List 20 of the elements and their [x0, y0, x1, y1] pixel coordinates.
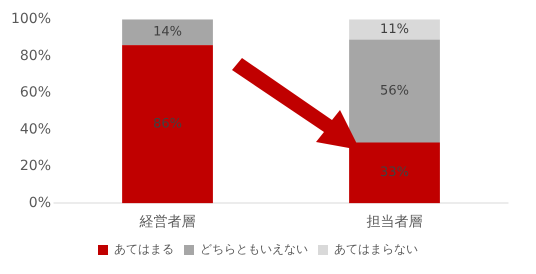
x-tick-label: 経営者層	[138, 214, 196, 230]
y-tick-label: 80%	[20, 48, 52, 64]
data-label: 33%	[380, 165, 409, 180]
legend-label: あてはまらない	[334, 242, 418, 256]
legend-label: あてはまる	[114, 242, 174, 256]
bar	[349, 142, 440, 204]
data-label: 86%	[153, 116, 182, 132]
x-tick-label: 担当者層	[366, 214, 423, 230]
y-tick-label: 20%	[20, 158, 52, 174]
y-tick-label: 60%	[20, 84, 52, 101]
y-tick-label: 40%	[20, 121, 52, 138]
bar	[349, 19, 440, 40]
y-tick-label: 100%	[10, 11, 52, 28]
data-label: 14%	[153, 24, 182, 40]
bar	[122, 45, 213, 204]
data-label: 11%	[380, 22, 409, 37]
data-label: 56%	[380, 83, 409, 98]
bar	[122, 19, 213, 46]
y-tick-label: 0%	[28, 194, 52, 211]
legend-label: どちらともいえない	[200, 242, 308, 256]
